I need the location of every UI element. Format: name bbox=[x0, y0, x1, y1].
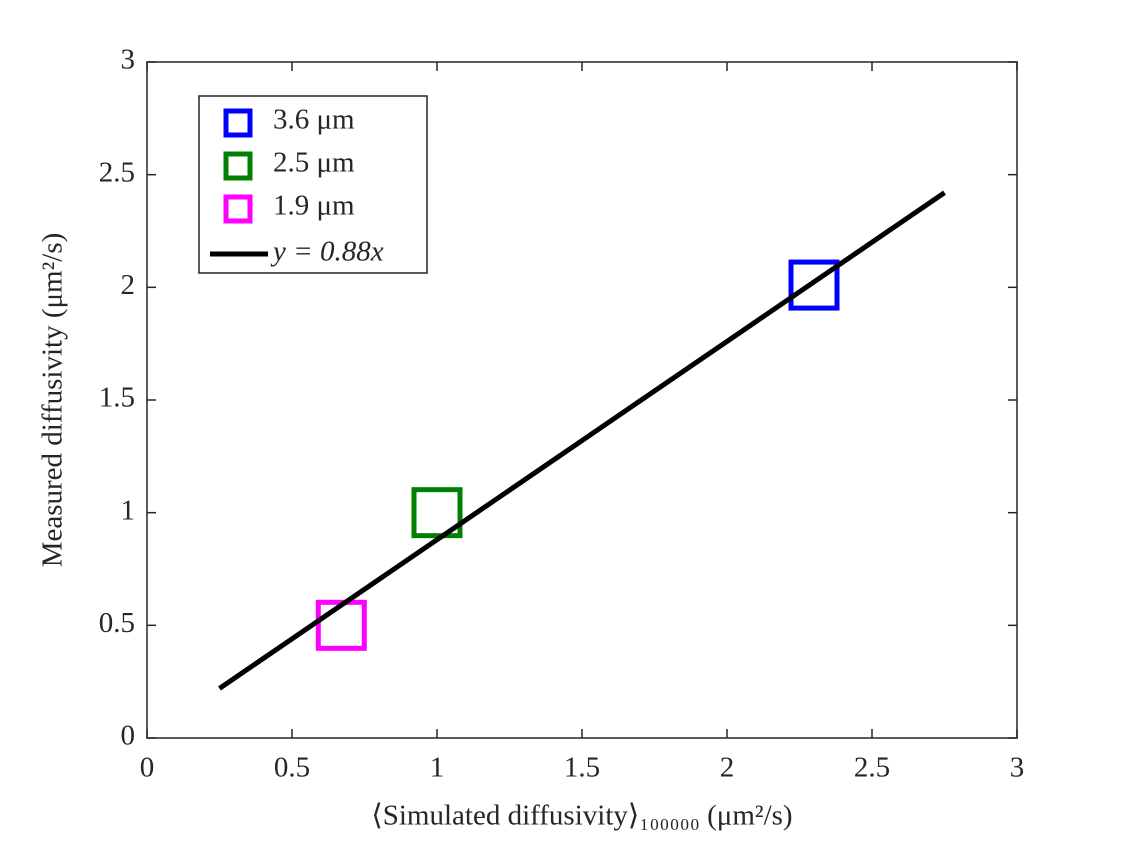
y-tick-label: 2 bbox=[121, 269, 136, 301]
legend-label: 1.9 μm bbox=[273, 190, 355, 222]
y-tick-label: 3 bbox=[121, 44, 136, 76]
legend-label: 2.5 μm bbox=[273, 147, 355, 179]
marker bbox=[411, 487, 463, 539]
legend-label: 3.6 μm bbox=[273, 104, 355, 136]
x-tick-label: 2 bbox=[720, 752, 735, 784]
legend-marker bbox=[223, 151, 253, 181]
y-tick-label: 1.5 bbox=[99, 382, 135, 414]
y-axis-label: Measured diffusivity (μm²/s) bbox=[37, 233, 69, 568]
marker bbox=[788, 259, 840, 311]
legend-marker bbox=[223, 108, 253, 138]
legend-box bbox=[198, 95, 428, 274]
y-tick-label: 2.5 bbox=[99, 156, 135, 188]
x-tick-label: 0.5 bbox=[274, 752, 310, 784]
x-axis-label: ⟨Simulated diffusivity⟩₁₀₀₀₀₀ (μm²/s) bbox=[371, 800, 792, 832]
y-tick-label: 0 bbox=[121, 720, 136, 752]
x-tick-label: 2.5 bbox=[854, 752, 890, 784]
x-tick-label: 1.5 bbox=[564, 752, 600, 784]
y-tick-label: 1 bbox=[121, 494, 136, 526]
legend-label: y = 0.88x bbox=[270, 236, 384, 268]
legend-marker bbox=[223, 194, 253, 224]
x-tick-label: 1 bbox=[430, 752, 445, 784]
x-tick-label: 0 bbox=[140, 752, 155, 784]
y-tick-label: 0.5 bbox=[99, 607, 135, 639]
x-tick-label: 3 bbox=[1010, 752, 1025, 784]
fit-line bbox=[218, 190, 946, 691]
